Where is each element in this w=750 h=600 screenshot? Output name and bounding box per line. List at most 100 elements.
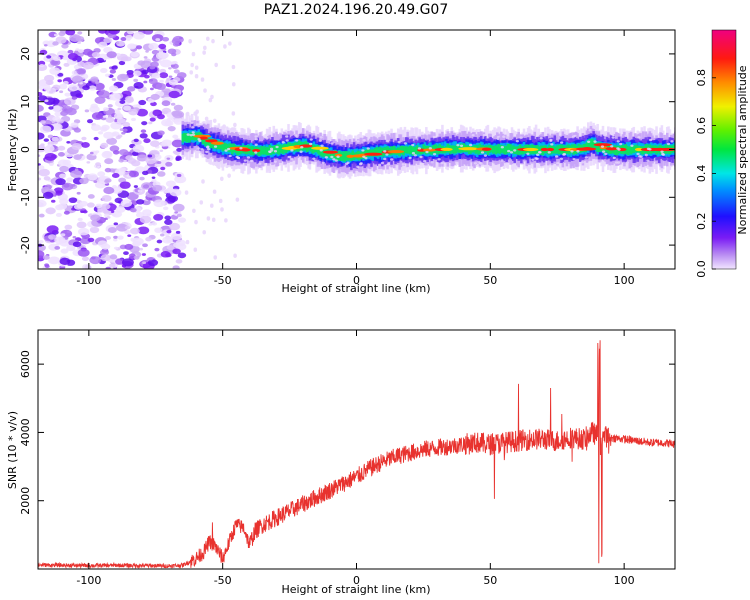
noise-blob	[121, 131, 126, 135]
ridge-halo	[254, 137, 258, 141]
noise-blob	[57, 152, 65, 157]
noise-blob	[59, 198, 69, 205]
noise-blob	[79, 153, 84, 157]
ridge-halo	[619, 142, 623, 146]
noise-blob	[165, 180, 176, 188]
noise-blob	[148, 42, 159, 50]
ridge-halo	[270, 149, 274, 152]
noise-blob	[93, 136, 99, 141]
noise-blob	[173, 69, 180, 74]
ridge-halo	[205, 150, 209, 154]
ridge-halo	[588, 128, 592, 132]
noise-blob	[129, 44, 136, 49]
noise-blob	[100, 142, 109, 149]
ridge-cell	[407, 146, 411, 154]
ridge-cell	[589, 140, 593, 148]
ridge-cell	[633, 145, 637, 152]
bottom-x-axis: -100 -50 0 50 100	[76, 330, 635, 587]
noise-blob	[233, 122, 237, 128]
ridge-halo	[200, 148, 204, 151]
ridge-cell	[451, 145, 455, 154]
ridge-cell	[260, 145, 264, 154]
noise-blob	[145, 237, 152, 242]
noise-blob	[38, 104, 44, 112]
ridge-cell	[399, 145, 403, 155]
ridge-cell	[553, 147, 557, 154]
noise-blob	[172, 197, 177, 200]
x-tick-label: -50	[214, 274, 232, 287]
ridge-peak	[546, 147, 555, 152]
noise-blob	[171, 52, 177, 57]
ridge-cell	[631, 145, 634, 153]
x-tick-label: 50	[483, 574, 497, 587]
noise-blob	[71, 75, 84, 84]
noise-blob	[151, 179, 157, 183]
noise-blob	[136, 108, 148, 117]
noise-blob	[91, 112, 104, 120]
ridge-cell	[415, 145, 419, 154]
noise-blob	[137, 60, 146, 66]
ridge-cell	[510, 147, 514, 154]
noise-blob	[174, 211, 178, 214]
noise-blob	[165, 188, 174, 194]
ridge-peak	[205, 139, 218, 143]
noise-blob	[136, 104, 141, 108]
noise-blob	[72, 236, 77, 239]
noise-blob	[148, 257, 154, 261]
noise-blob	[83, 61, 95, 70]
noise-blob	[115, 206, 126, 213]
noise-blob	[169, 222, 181, 231]
ridge-cell	[185, 133, 189, 143]
ridge-cell	[273, 145, 277, 153]
ridge-halo	[670, 140, 674, 143]
ridge-halo	[515, 139, 519, 143]
noise-blob	[188, 39, 192, 44]
noise-blob	[126, 192, 139, 201]
ridge-cell	[378, 146, 381, 157]
noise-blob	[38, 154, 41, 157]
ridge-halo	[612, 156, 616, 160]
ridge-cell	[556, 145, 559, 153]
ridge-peak	[334, 153, 343, 157]
noise-blob	[173, 118, 184, 125]
noise-blob	[143, 30, 154, 35]
ridge-cell	[615, 145, 618, 156]
noise-blob	[143, 56, 148, 59]
noise-blob	[109, 92, 121, 101]
ridge-halo	[186, 133, 190, 136]
noise-blob	[210, 94, 214, 100]
noise-blob	[38, 95, 48, 102]
noise-blob	[113, 222, 119, 226]
noise-blob	[53, 187, 64, 194]
ridge-cell	[537, 146, 541, 155]
ridge-cell	[343, 152, 346, 162]
ridge-peak	[240, 148, 251, 152]
ridge-cell	[340, 153, 344, 161]
noise-blob	[70, 122, 79, 128]
noise-blob	[156, 239, 163, 244]
ridge-halo	[401, 163, 405, 166]
noise-blob	[117, 73, 129, 82]
noise-blob	[44, 99, 49, 103]
ridge-halo	[249, 159, 254, 163]
x-tick-label: 0	[353, 574, 360, 587]
ridge-halo	[625, 161, 630, 164]
ridge-halo	[309, 138, 313, 141]
noise-blob	[149, 87, 154, 91]
noise-blob	[133, 70, 142, 77]
bottom-x-axis-label: Height of straight line (km)	[281, 583, 430, 596]
noise-blob	[64, 224, 73, 230]
ridge-halo	[385, 139, 389, 143]
noise-blob	[106, 216, 111, 219]
y-tick-label: -20	[19, 236, 32, 254]
ridge-halo	[290, 149, 294, 152]
noise-blob	[139, 215, 152, 224]
ridge-halo	[385, 153, 389, 156]
noise-blob	[137, 189, 143, 193]
noise-blob	[49, 162, 54, 166]
noise-blob	[166, 117, 172, 122]
noise-blob	[142, 243, 148, 248]
ridge-halo	[562, 153, 566, 156]
y-tick-label: 6000	[19, 350, 32, 378]
noise-blob	[213, 255, 218, 260]
